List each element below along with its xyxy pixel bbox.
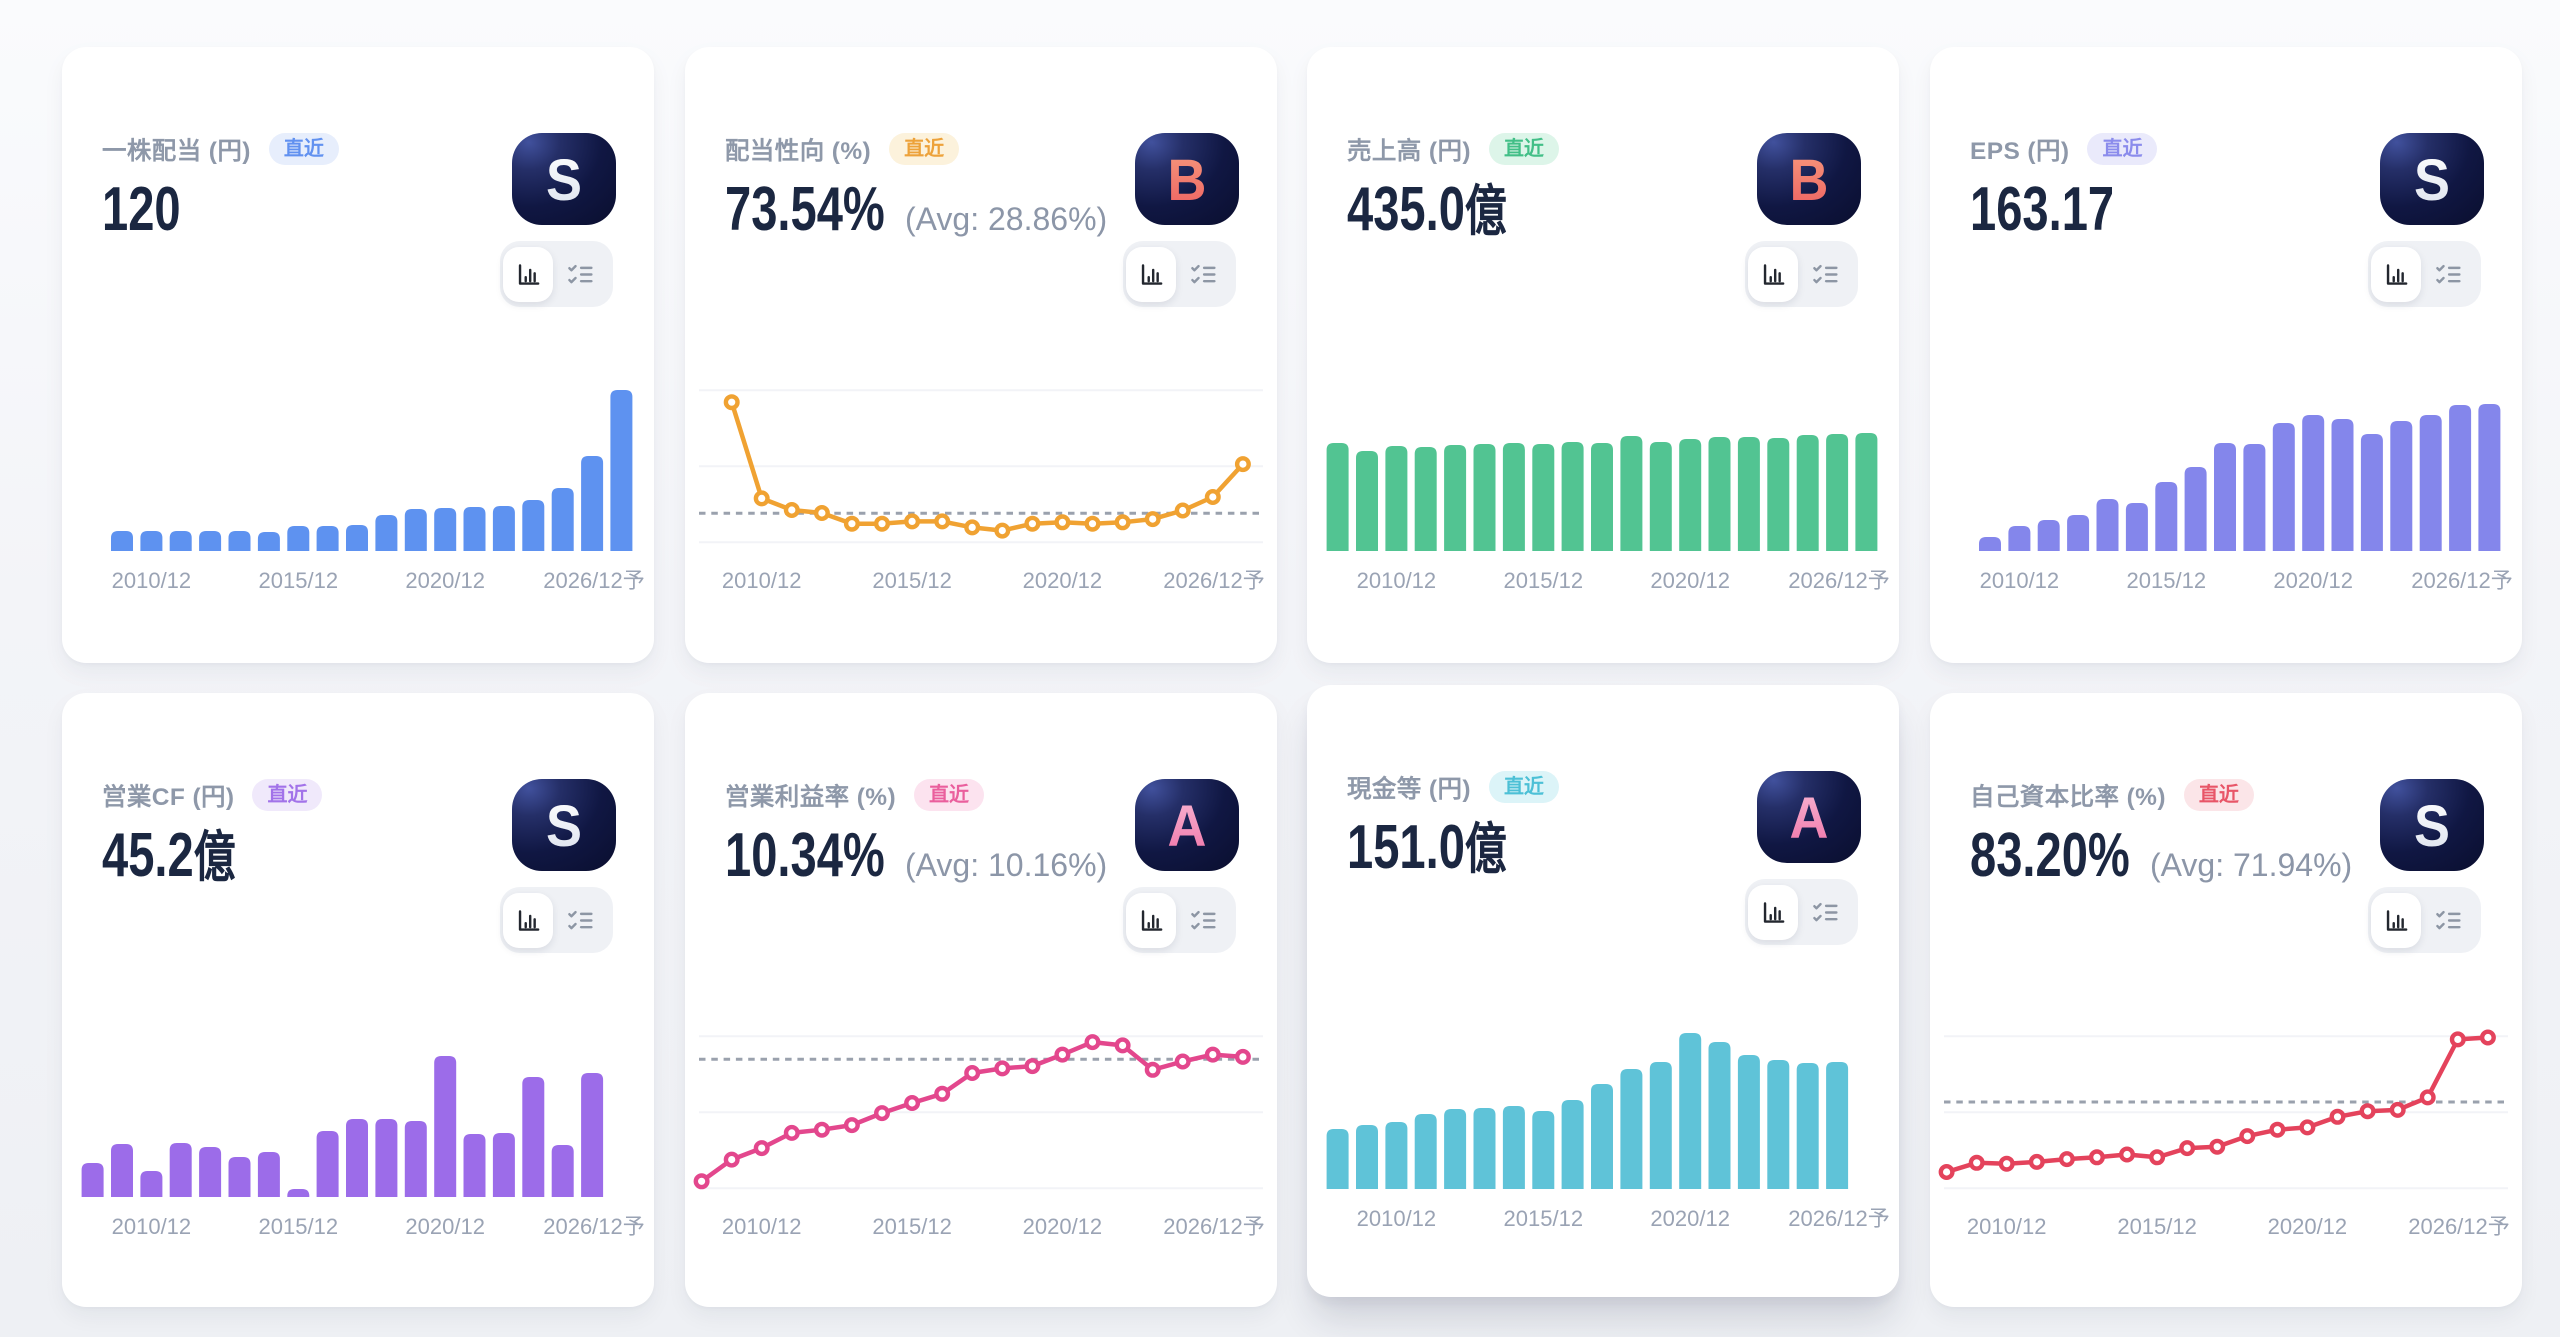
svg-text:2026/12予: 2026/12予 [543,568,645,593]
svg-text:2020/12: 2020/12 [405,568,485,593]
svg-text:2020/12: 2020/12 [1650,1206,1730,1231]
svg-text:2020/12: 2020/12 [405,1214,485,1239]
svg-text:2015/12: 2015/12 [2117,1214,2197,1239]
svg-text:2015/12: 2015/12 [872,568,952,593]
svg-text:2015/12: 2015/12 [872,1214,952,1239]
svg-text:2010/12: 2010/12 [722,1214,802,1239]
svg-text:2010/12: 2010/12 [1357,568,1437,593]
svg-text:2010/12: 2010/12 [112,1214,192,1239]
svg-text:S: S [2414,147,2450,212]
svg-text:2015/12: 2015/12 [259,568,339,593]
svg-text:2026/12予: 2026/12予 [1163,1214,1265,1239]
svg-text:B: B [1790,147,1829,212]
svg-text:2026/12予: 2026/12予 [1163,568,1265,593]
svg-text:2010/12: 2010/12 [112,568,192,593]
svg-text:2010/12: 2010/12 [1980,568,2060,593]
svg-text:2015/12: 2015/12 [2127,568,2207,593]
svg-text:S: S [546,793,582,858]
svg-text:2026/12予: 2026/12予 [1788,568,1890,593]
svg-text:2020/12: 2020/12 [2273,568,2353,593]
svg-text:2015/12: 2015/12 [259,1214,339,1239]
svg-text:2020/12: 2020/12 [1023,568,1103,593]
svg-text:2010/12: 2010/12 [1967,1214,2047,1239]
svg-text:2015/12: 2015/12 [1504,1206,1584,1231]
svg-text:S: S [2414,793,2450,858]
svg-text:B: B [1168,147,1207,212]
svg-text:2020/12: 2020/12 [1650,568,1730,593]
svg-text:A: A [1790,785,1829,850]
svg-text:2010/12: 2010/12 [722,568,802,593]
svg-text:2026/12予: 2026/12予 [1788,1206,1890,1231]
svg-text:2020/12: 2020/12 [1023,1214,1103,1239]
svg-text:A: A [1168,793,1207,858]
svg-text:2010/12: 2010/12 [1357,1206,1437,1231]
svg-text:2026/12予: 2026/12予 [2408,1214,2510,1239]
svg-text:2020/12: 2020/12 [2268,1214,2348,1239]
svg-text:2026/12予: 2026/12予 [543,1214,645,1239]
svg-text:2015/12: 2015/12 [1504,568,1584,593]
svg-text:S: S [546,147,582,212]
svg-text:2026/12予: 2026/12予 [2411,568,2513,593]
